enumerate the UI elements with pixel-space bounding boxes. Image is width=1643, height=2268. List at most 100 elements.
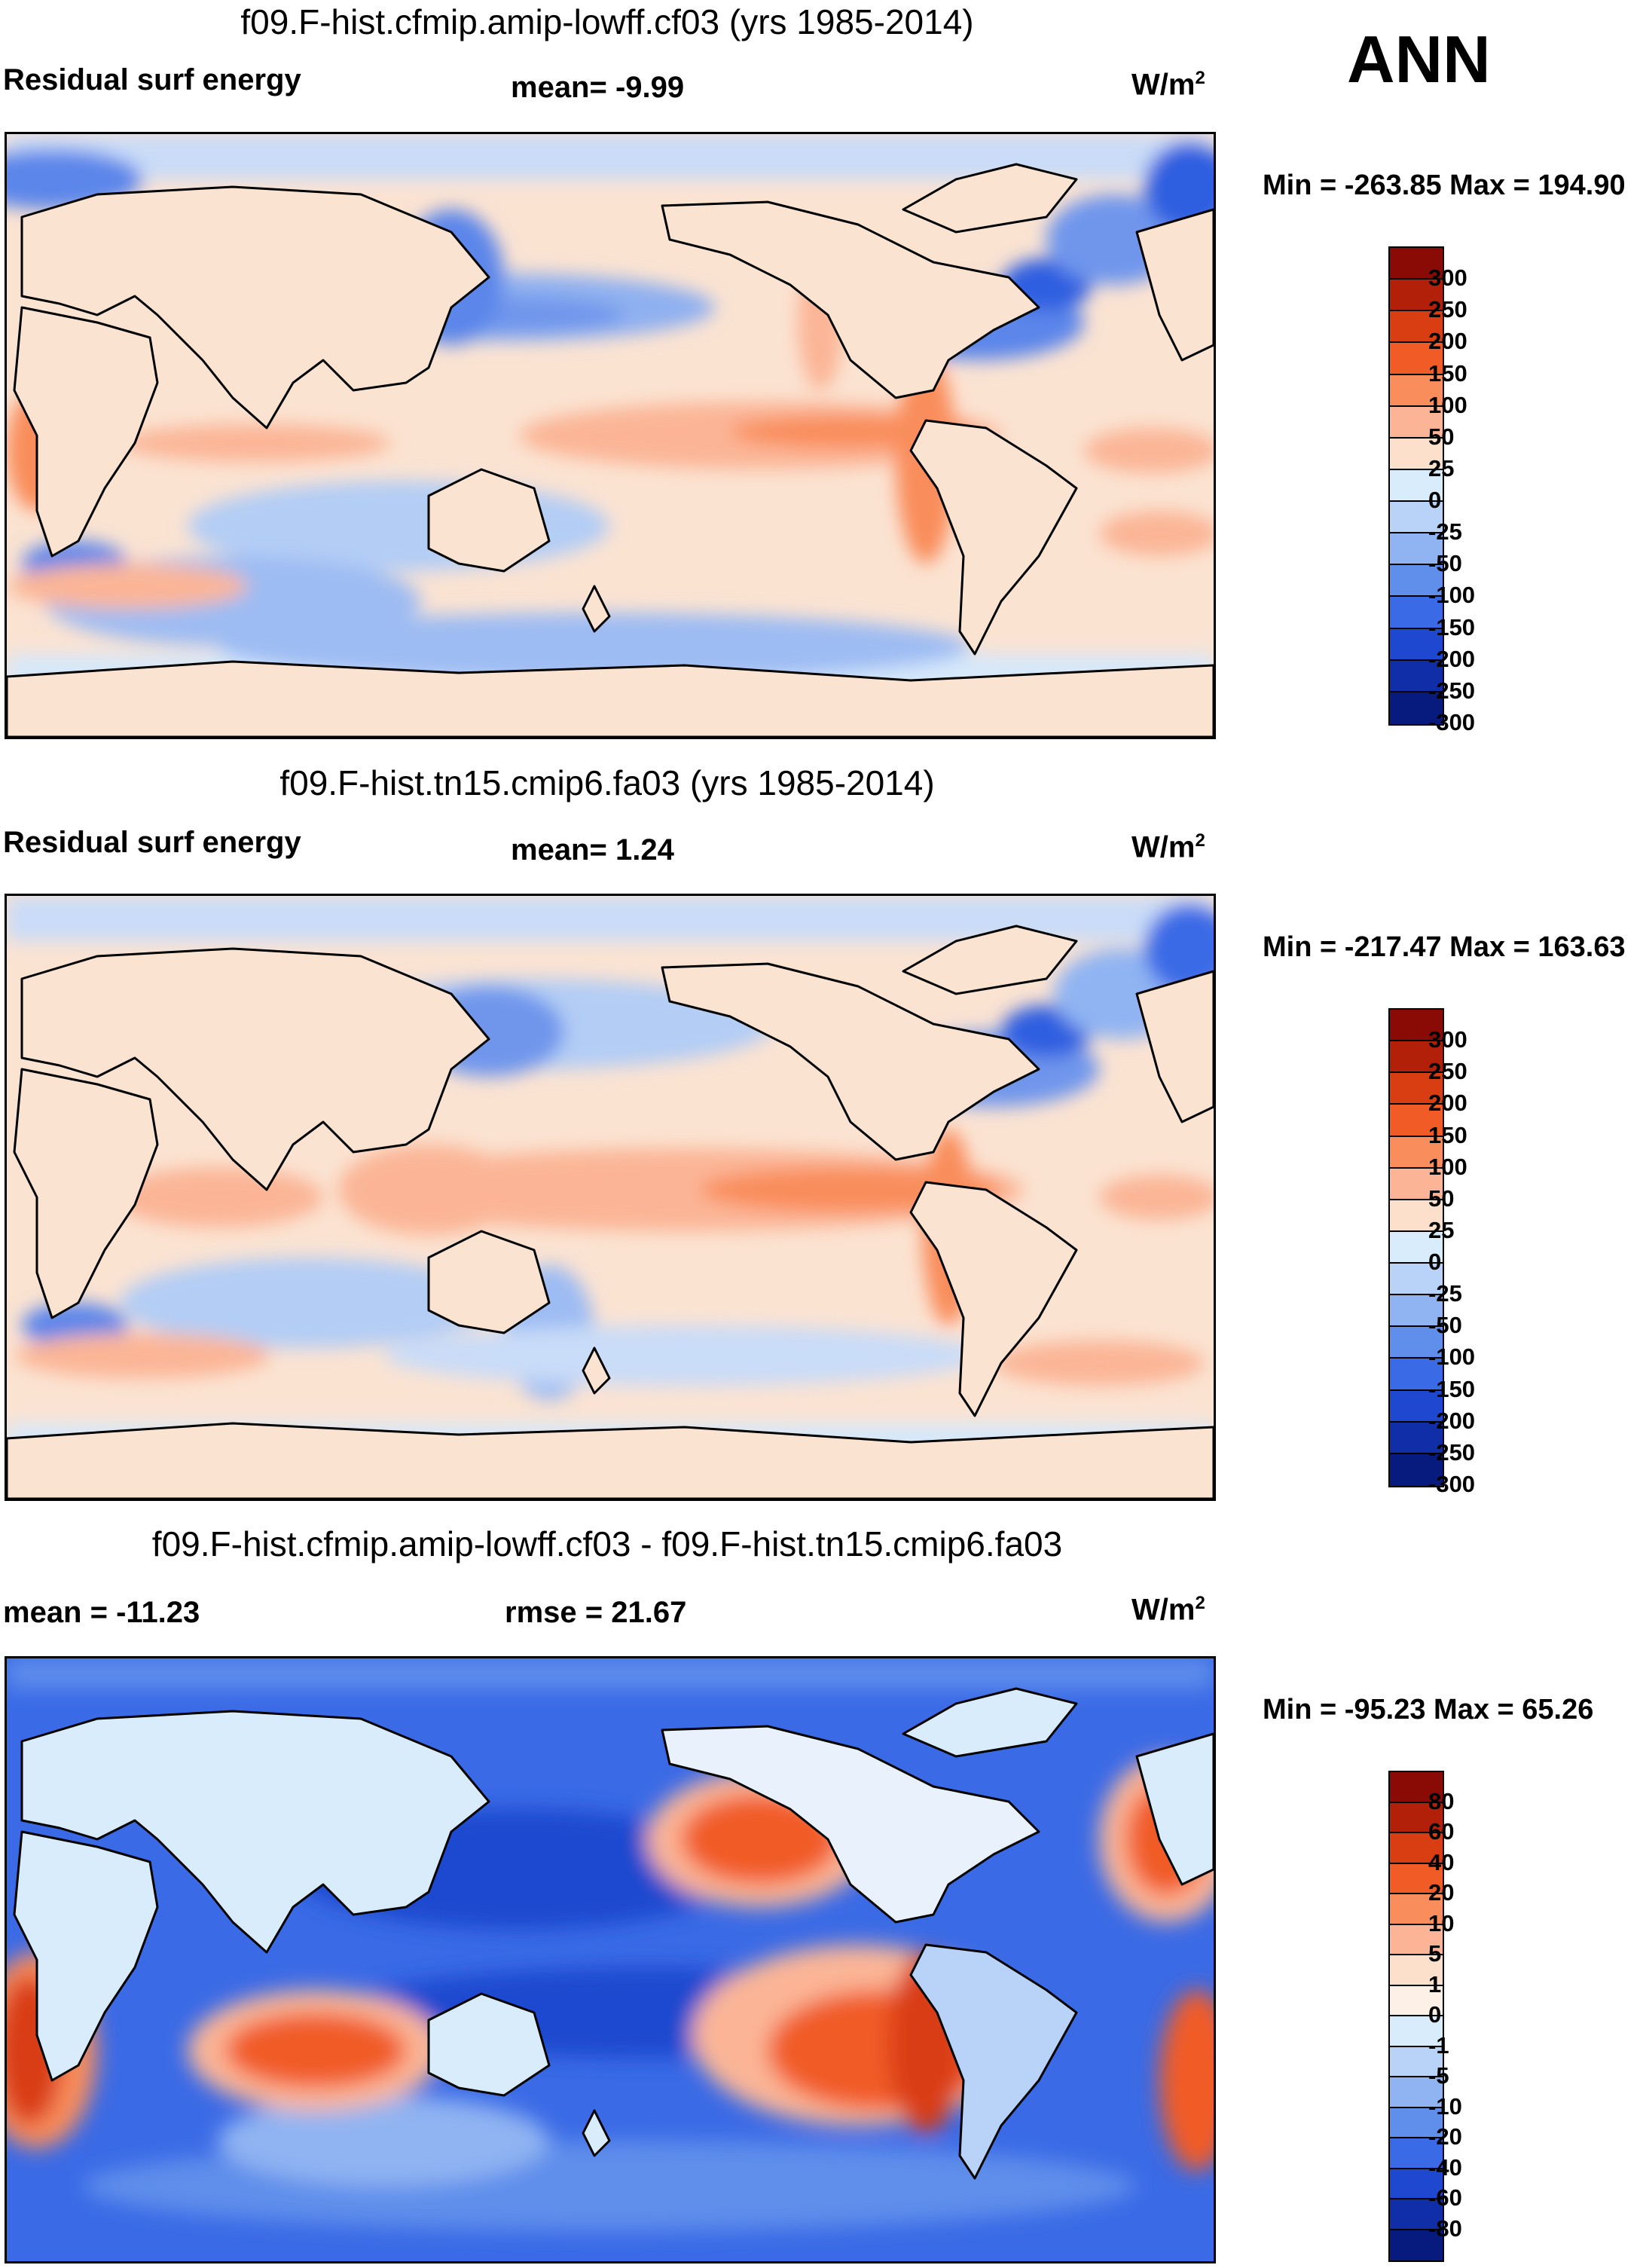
panel-3-colorbar	[1388, 1771, 1444, 2262]
panel-3-mean-label: mean = -11.23	[3, 1596, 200, 1629]
colorbar-segment	[1390, 1073, 1443, 1105]
colorbar-segment	[1390, 2138, 1443, 2169]
panel-2-title: f09.F-hist.tn15.cmip6.fa03 (yrs 1985-201…	[279, 763, 935, 802]
colorbar-segment	[1390, 565, 1443, 598]
colorbar-tick-label: -250	[1428, 677, 1476, 704]
colorbar-segment	[1390, 1295, 1443, 1328]
colorbar-segment	[1390, 1010, 1443, 1042]
colorbar-segment	[1390, 1894, 1443, 1925]
colorbar-tick-label: 0	[1428, 1249, 1442, 1276]
panel-3-title: f09.F-hist.cfmip.amip-lowff.cf03 - f09.F…	[151, 1524, 1063, 1563]
colorbar-segment	[1390, 660, 1443, 692]
colorbar-tick-label: 250	[1428, 296, 1467, 323]
colorbar-segment	[1390, 1390, 1443, 1423]
colorbar-tick-label: -25	[1428, 518, 1462, 546]
panel-1-field	[7, 134, 1214, 737]
colorbar-segment	[1390, 1136, 1443, 1169]
colorbar-segment	[1390, 502, 1443, 534]
colorbar-tick-label: 200	[1428, 1090, 1467, 1117]
panel-2-map	[5, 894, 1216, 1501]
colorbar-segment	[1390, 2169, 1443, 2199]
colorbar-segment	[1390, 469, 1443, 502]
colorbar-tick-label: 10	[1428, 1909, 1455, 1936]
panel-2-minmax: Min = -217.47 Max = 163.63	[1263, 931, 1626, 963]
colorbar-segment	[1390, 438, 1443, 470]
panel-3-minmax: Min = -95.23 Max = 65.26	[1263, 1694, 1594, 1725]
panel-2-colorbar	[1388, 1008, 1444, 1487]
panel-3-rmse-label: rmse = 21.67	[505, 1596, 687, 1629]
colorbar-segment	[1390, 248, 1443, 280]
colorbar-tick-label: 300	[1428, 1026, 1467, 1053]
colorbar-segment	[1390, 1772, 1443, 1803]
colorbar-tick-label: -80	[1428, 2215, 1462, 2242]
colorbar-segment	[1390, 1327, 1443, 1359]
colorbar-segment	[1390, 1200, 1443, 1232]
colorbar-tick-label: -5	[1428, 2062, 1449, 2089]
colorbar-tick-label: -20	[1428, 2123, 1462, 2150]
colorbar-tick-label: 50	[1428, 1184, 1455, 1212]
colorbar-tick-label: 150	[1428, 359, 1467, 387]
colorbar-segment	[1390, 1041, 1443, 1074]
colorbar-segment	[1390, 1105, 1443, 1137]
panel-3-map	[5, 1656, 1216, 2263]
panel-3-field	[7, 1658, 1214, 2261]
colorbar-segment	[1390, 1453, 1443, 1486]
colorbar-segment	[1390, 1802, 1443, 1833]
colorbar-tick-label: 0	[1428, 2001, 1442, 2028]
panel-1-map	[5, 132, 1216, 739]
colorbar-tick-label: -100	[1428, 1343, 1476, 1371]
colorbar-segment	[1390, 2199, 1443, 2230]
colorbar-tick-label: -150	[1428, 613, 1476, 640]
colorbar-tick-label: -40	[1428, 2153, 1462, 2181]
colorbar-segment	[1390, 1422, 1443, 1454]
colorbar-tick-label: -300	[1428, 709, 1476, 735]
panel-2-variable-label: Residual surf energy	[3, 826, 301, 859]
colorbar-tick-label: 25	[1428, 454, 1455, 481]
colorbar-tick-label: 1	[1428, 1970, 1442, 1997]
colorbar-tick-label: 250	[1428, 1058, 1467, 1085]
colorbar-tick-label: 5	[1428, 1940, 1442, 1967]
colorbar-segment	[1390, 1168, 1443, 1200]
colorbar-segment	[1390, 692, 1443, 724]
colorbar-tick-label: 100	[1428, 391, 1467, 418]
colorbar-segment	[1390, 280, 1443, 312]
season-label: ANN	[1347, 22, 1491, 96]
colorbar-tick-label: 300	[1428, 264, 1467, 292]
panel-1-title: f09.F-hist.cfmip.amip-lowff.cf03 (yrs 19…	[240, 2, 974, 41]
colorbar-segment	[1390, 628, 1443, 661]
colorbar-tick-label: -100	[1428, 582, 1476, 609]
colorbar-tick-label: 150	[1428, 1121, 1467, 1148]
colorbar-tick-label: -25	[1428, 1280, 1462, 1307]
panel-1-mean-label: mean= -9.99	[511, 71, 685, 104]
colorbar-segment	[1390, 343, 1443, 375]
colorbar-segment	[1390, 1359, 1443, 1391]
panel-3-units: W/m2	[1131, 1593, 1205, 1627]
colorbar-tick-label: 100	[1428, 1153, 1467, 1180]
colorbar-tick-label: -300	[1428, 1471, 1476, 1497]
colorbar-segment	[1390, 1985, 1443, 2016]
colorbar-segment	[1390, 311, 1443, 344]
colorbar-tick-label: 25	[1428, 1216, 1455, 1243]
panel-1-variable-label: Residual surf energy	[3, 63, 301, 96]
colorbar-tick-label: -50	[1428, 550, 1462, 577]
colorbar-tick-label: 60	[1428, 1818, 1455, 1845]
colorbar-tick-label: 200	[1428, 328, 1467, 355]
colorbar-tick-label: -50	[1428, 1312, 1462, 1339]
colorbar-segment	[1390, 374, 1443, 407]
colorbar-segment	[1390, 1264, 1443, 1296]
colorbar-segment	[1390, 1231, 1443, 1264]
colorbar-segment	[1390, 533, 1443, 566]
colorbar-segment	[1390, 2046, 1443, 2077]
colorbar-tick-label: 80	[1428, 1787, 1455, 1814]
colorbar-segment	[1390, 1924, 1443, 1955]
colorbar-tick-label: 0	[1428, 487, 1442, 514]
colorbar-tick-label: 50	[1428, 423, 1455, 450]
panel-1-units: W/m2	[1131, 68, 1205, 102]
colorbar-tick-label: -1	[1428, 2031, 1449, 2059]
colorbar-segment	[1390, 1863, 1443, 1894]
colorbar-segment	[1390, 2016, 1443, 2047]
colorbar-segment	[1390, 2108, 1443, 2138]
colorbar-segment	[1390, 597, 1443, 629]
panel-1-minmax: Min = -263.85 Max = 194.90	[1263, 170, 1626, 201]
colorbar-segment	[1390, 2077, 1443, 2108]
